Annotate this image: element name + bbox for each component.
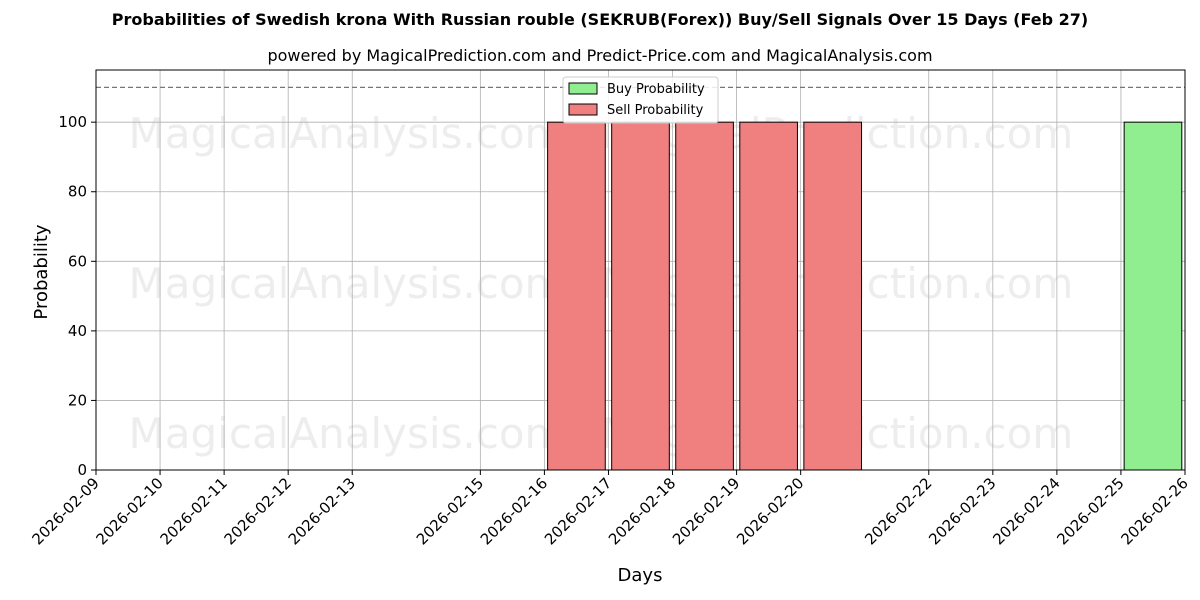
x-tick-label: 2026-02-12	[221, 474, 295, 548]
y-tick-label: 60	[68, 252, 87, 270]
x-tick-label: 2026-02-09	[28, 474, 102, 548]
chart-title: Probabilities of Swedish krona With Russ…	[111, 10, 1089, 29]
y-tick-label: 0	[77, 461, 87, 479]
x-tick-label: 2026-02-24	[989, 474, 1063, 548]
x-tick-label: 2026-02-22	[861, 474, 935, 548]
x-tick-label: 2026-02-16	[477, 474, 551, 548]
axes-frame	[95, 69, 1186, 471]
x-tick-label: 2026-02-10	[93, 474, 167, 548]
x-tick-label: 2026-02-26	[1117, 474, 1191, 548]
watermark-text: MagicalAnalysis.com	[129, 259, 566, 308]
x-tick-label: 2026-02-25	[1053, 474, 1127, 548]
bar-sell-probability	[675, 121, 734, 471]
bar-sell-probability	[547, 121, 606, 471]
x-tick-label: 2026-02-18	[605, 474, 679, 548]
watermark-text: MagicalAnalysis.com	[129, 109, 566, 158]
watermark-text: MagicalAnalysis.com	[129, 409, 566, 458]
bar-buy-probability	[1123, 121, 1183, 471]
x-tick-label: 2026-02-19	[669, 474, 743, 548]
bar-sell-probability	[611, 121, 670, 471]
legend	[562, 76, 719, 124]
x-tick-label: 2026-02-13	[285, 474, 359, 548]
legend-label: Sell Probability	[607, 103, 704, 118]
y-axis-label: Probability	[31, 224, 52, 319]
x-tick-label: 2026-02-23	[925, 474, 999, 548]
bar-sell-probability	[803, 121, 863, 471]
y-tick-label: 20	[68, 391, 87, 409]
chart-subtitle: powered by MagicalPrediction.com and Pre…	[267, 46, 933, 65]
y-tick-label: 40	[68, 322, 87, 340]
x-axis-label: Days	[618, 565, 663, 586]
y-tick-label: 80	[68, 183, 87, 201]
x-tick-label: 2026-02-15	[413, 474, 487, 548]
bar-sell-probability	[739, 121, 798, 471]
x-tick-label: 2026-02-20	[733, 474, 807, 548]
x-tick-label: 2026-02-11	[157, 474, 231, 548]
y-tick-label: 100	[58, 113, 87, 131]
legend-label: Buy Probability	[607, 82, 705, 97]
legend-swatch	[568, 82, 598, 95]
legend-swatch	[568, 103, 598, 116]
x-tick-label: 2026-02-17	[541, 474, 615, 548]
